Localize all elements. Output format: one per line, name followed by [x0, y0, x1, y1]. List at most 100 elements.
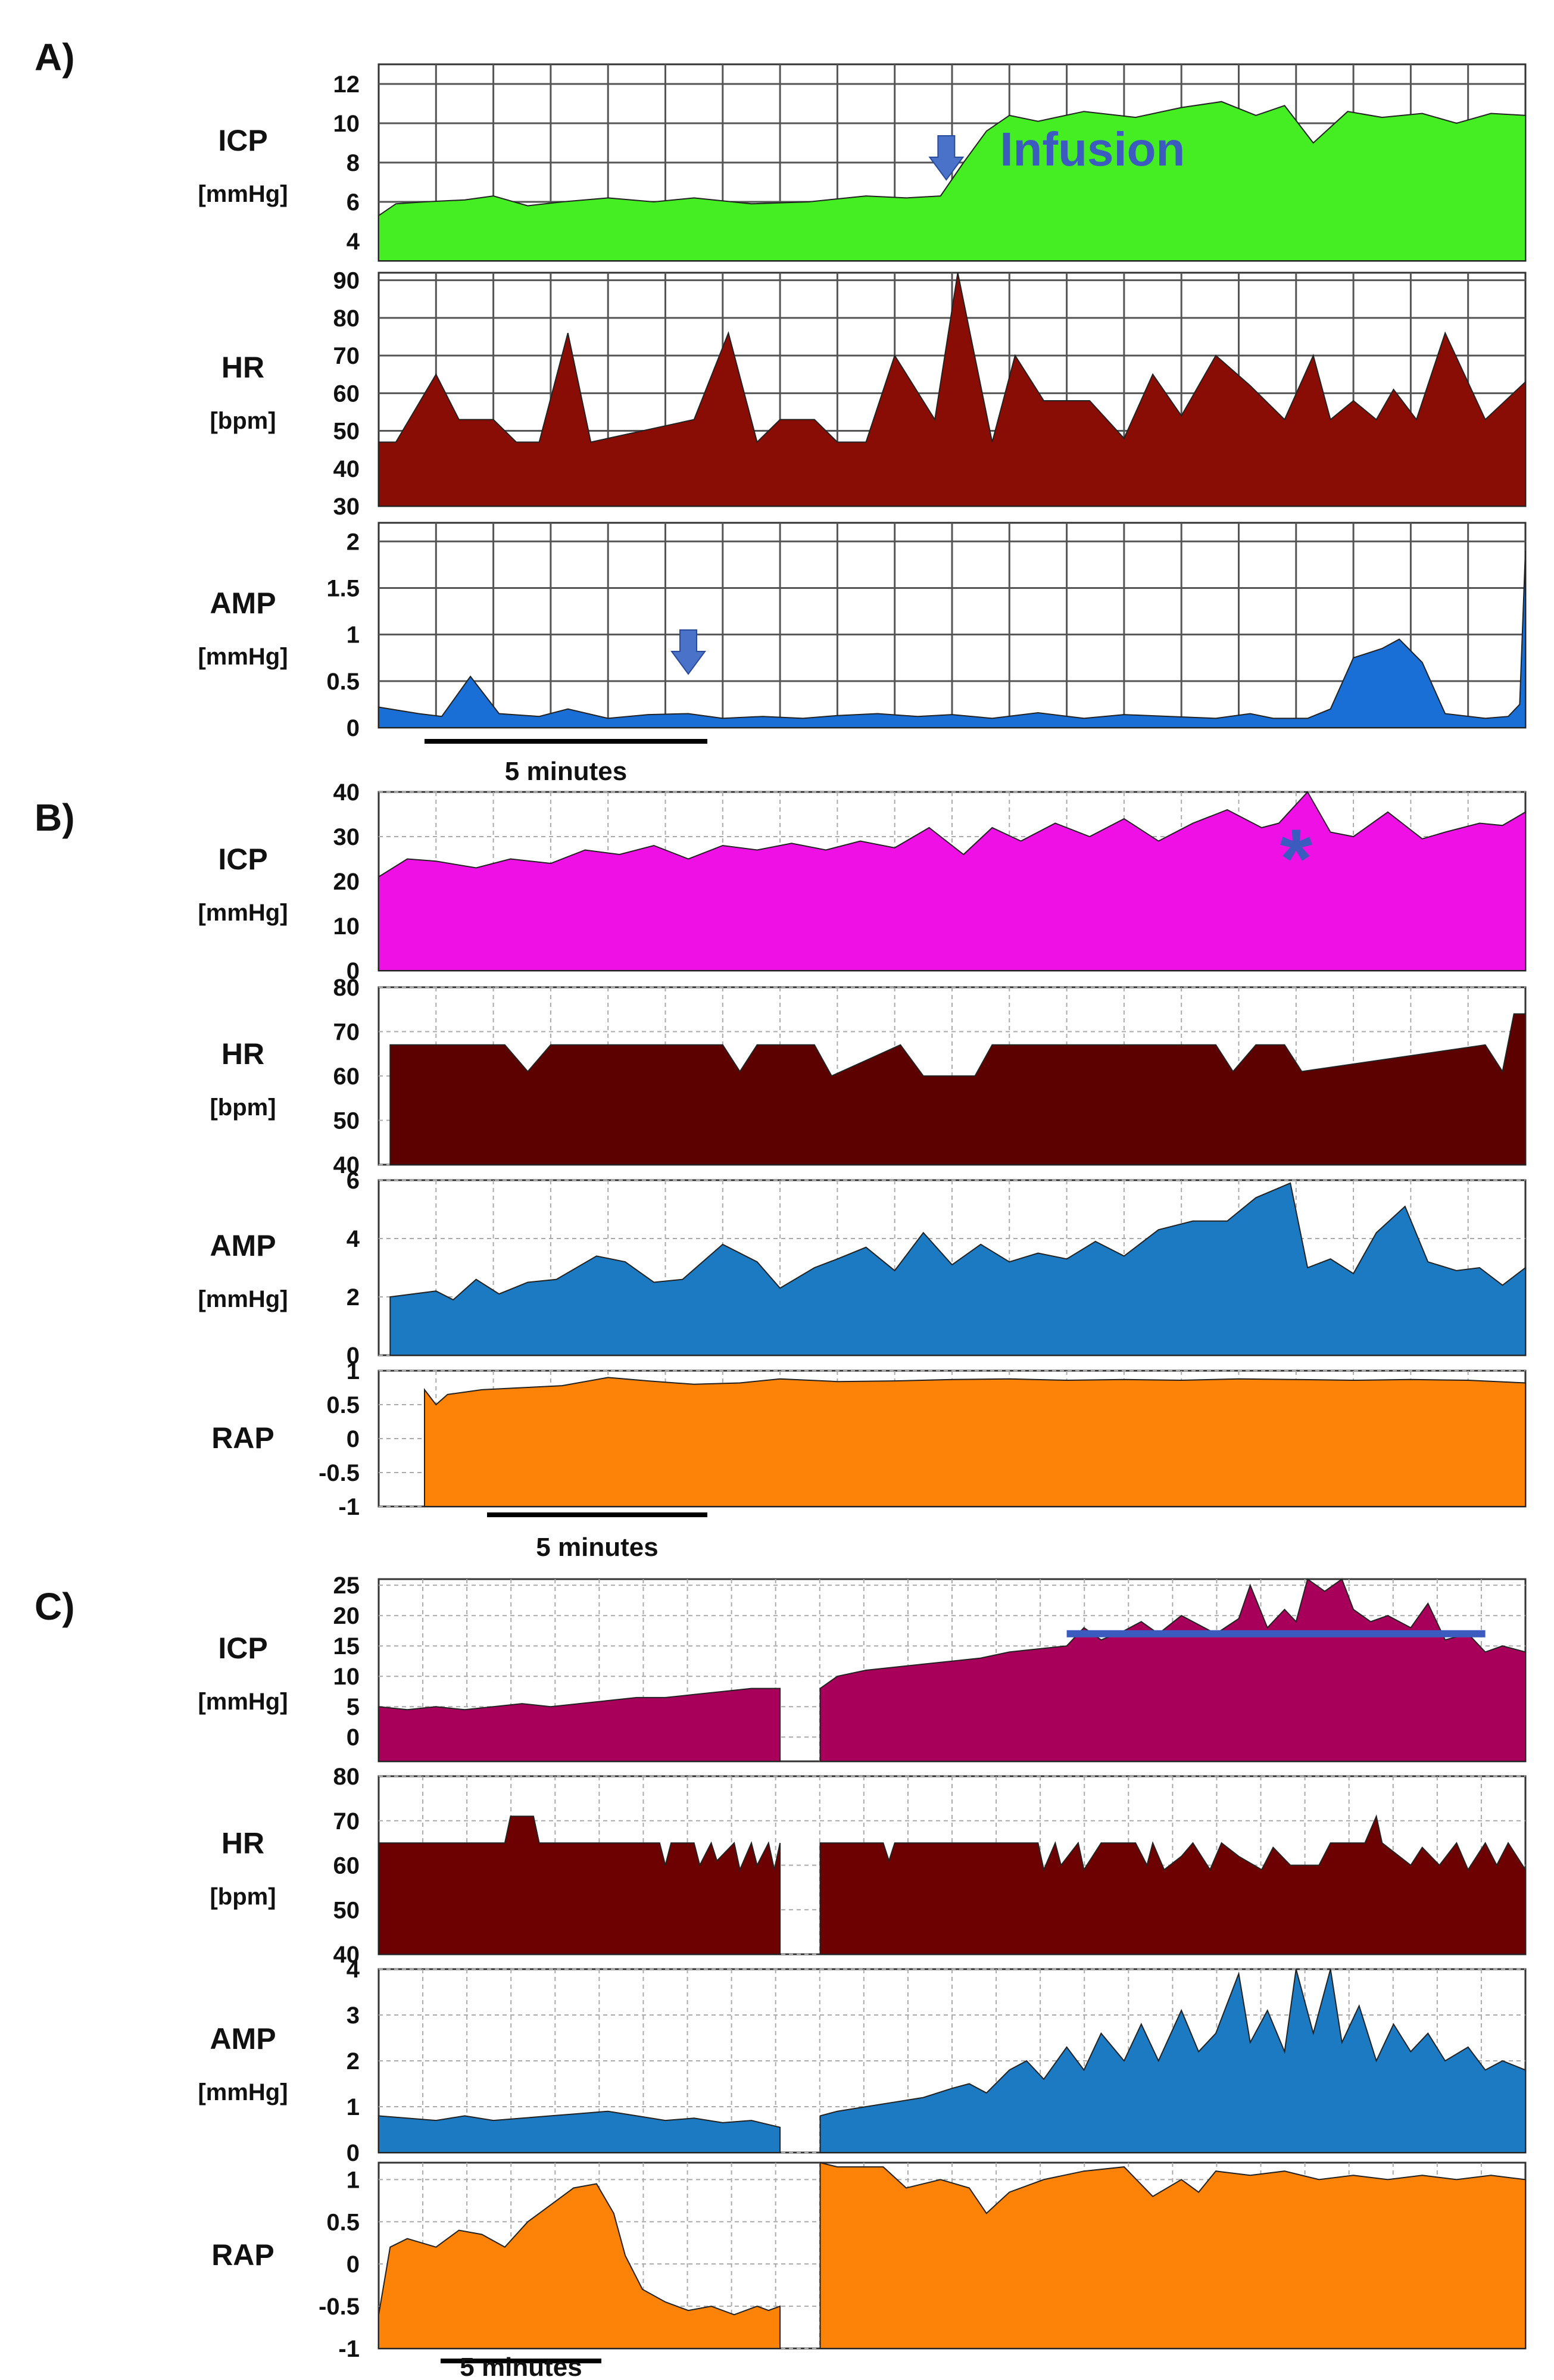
y-tick-label: 8 [347, 150, 360, 176]
y-tick-label: 0.5 [326, 669, 360, 695]
track-name: ICP [218, 1632, 267, 1665]
panel-label: A) [35, 36, 75, 79]
track-name: AMP [210, 2022, 276, 2055]
scale-bar-label: 5 minutes [505, 757, 627, 786]
track-name: ICP [218, 124, 267, 157]
track-name: AMP [210, 1229, 276, 1262]
series-area-hr [819, 1814, 1526, 1955]
y-tick-label: 20 [333, 869, 360, 895]
series-area-icp [378, 1687, 781, 1762]
y-tick-label: 4 [347, 1957, 360, 1983]
y-tick-label: 2 [347, 2048, 360, 2075]
y-tick-label: 50 [333, 1108, 360, 1134]
track-name: HR [221, 351, 264, 384]
y-tick-label: 90 [333, 268, 360, 294]
y-tick-label: 40 [333, 1152, 360, 1178]
panel-c: C)0510152025ICP[mmHg]4050607080HR[bpm]01… [35, 1573, 1527, 2380]
y-tick-label: 80 [333, 305, 360, 332]
track-unit: [bpm] [210, 1884, 276, 1910]
track-hr: 30 40 50 60 70 80 90 HR [bpm] [210, 268, 1527, 520]
down-arrow-icon [670, 629, 706, 675]
track-name: HR [221, 1827, 264, 1860]
y-tick-label: 10 [333, 913, 360, 940]
track-unit: [mmHg] [198, 2079, 288, 2105]
y-tick-label: 0.5 [326, 1392, 360, 1418]
series-area-amp [378, 550, 1526, 728]
series-area-amp [389, 1182, 1526, 1356]
y-tick-label: 30 [333, 494, 360, 520]
panel-label: C) [35, 1585, 75, 1628]
y-tick-label: 3 [347, 2002, 360, 2029]
track-unit: [bpm] [210, 1094, 276, 1121]
series-area-icp [378, 101, 1526, 261]
y-tick-label: 0 [347, 1724, 360, 1751]
y-tick-label: 1 [347, 2167, 360, 2193]
down-arrow-icon [928, 135, 965, 181]
track-rap: -1 -0.5 0 0.5 1 RAP [211, 1358, 1527, 1520]
series-area-amp [378, 2110, 781, 2153]
y-tick-label: 60 [333, 1063, 360, 1090]
track-unit: [mmHg] [198, 1689, 288, 1715]
track-name: AMP [210, 587, 276, 620]
track-icp: 4 6 8 10 12 ICP [mmHg] Infusion [198, 63, 1527, 262]
y-tick-label: 0.5 [326, 2209, 360, 2235]
track-unit: [mmHg] [198, 644, 288, 670]
y-tick-label: 70 [333, 343, 360, 369]
track-unit: [mmHg] [198, 181, 288, 207]
panel-label: B) [35, 796, 75, 839]
y-tick-label: 12 [333, 71, 360, 98]
track-name: ICP [218, 843, 267, 876]
y-tick-label: -1 [338, 2336, 360, 2362]
series-area-amp [819, 1969, 1526, 2153]
y-tick-label: 10 [333, 1664, 360, 1690]
y-tick-label: 4 [347, 1226, 360, 1252]
y-tick-label: 30 [333, 824, 360, 850]
y-tick-label: 25 [333, 1573, 360, 1599]
series-area-hr [389, 1013, 1526, 1165]
y-tick-label: 40 [333, 1942, 360, 1968]
series-area-icp [819, 1578, 1526, 1762]
y-tick-label: 6 [347, 189, 360, 216]
y-tick-label: 50 [333, 419, 360, 445]
y-tick-label: 80 [333, 975, 360, 1001]
y-tick-label: 40 [333, 456, 360, 482]
track-name: HR [221, 1037, 264, 1071]
track-hr: 40 50 60 70 80 HR [bpm] [210, 975, 1527, 1178]
y-tick-label: 15 [333, 1633, 360, 1660]
y-tick-label: -1 [338, 1494, 360, 1520]
panel-a: A)4681012ICP[mmHg]Infusion30405060708090… [35, 36, 1527, 786]
panel-b: B) 0 10 20 30 40 ICP [mmHg] * 40 50 60 70 80 HR [bpm] 0 2… [35, 779, 1527, 1562]
track-rap: -1 -0.5 0 0.5 1 RAP [211, 2161, 1527, 2362]
y-tick-label: 50 [333, 1897, 360, 1923]
y-tick-label: 1.5 [326, 575, 360, 601]
series-area-rap [424, 1377, 1526, 1507]
y-tick-label: 0 [347, 2140, 360, 2166]
y-tick-label: 0 [347, 958, 360, 984]
track-unit: [mmHg] [198, 900, 288, 926]
y-tick-label: 1 [347, 1358, 360, 1384]
y-tick-label: 70 [333, 1019, 360, 1046]
y-tick-label: 0 [347, 1343, 360, 1369]
y-tick-label: 2 [347, 529, 360, 555]
track-unit: [bpm] [210, 408, 276, 434]
y-tick-label: 20 [333, 1603, 360, 1629]
y-tick-label: 1 [347, 2094, 360, 2120]
track-unit: [mmHg] [198, 1286, 288, 1312]
y-tick-label: 5 [347, 1694, 360, 1720]
series-area-hr [378, 1816, 781, 1955]
track-amp: 0 0.5 1 1.5 2 AMP [mmHg] [198, 522, 1527, 741]
y-tick-label: 40 [333, 779, 360, 806]
y-tick-label: 60 [333, 1853, 360, 1879]
asterisk-annotation: * [1280, 812, 1313, 905]
track-icp: 0 5 10 15 20 25 ICP [mmHg] [198, 1573, 1527, 1763]
y-tick-label: 70 [333, 1808, 360, 1835]
y-tick-label: -0.5 [319, 2294, 360, 2320]
infusion-label: Infusion [1000, 123, 1185, 176]
y-tick-label: 2 [347, 1284, 360, 1311]
series-area-hr [378, 272, 1526, 507]
y-tick-label: 6 [347, 1168, 360, 1194]
track-name: RAP [211, 1421, 274, 1455]
y-tick-label: 0 [347, 715, 360, 741]
series-area-rap [819, 2161, 1526, 2349]
track-amp: 0 2 4 6 AMP [mmHg] [198, 1168, 1527, 1369]
